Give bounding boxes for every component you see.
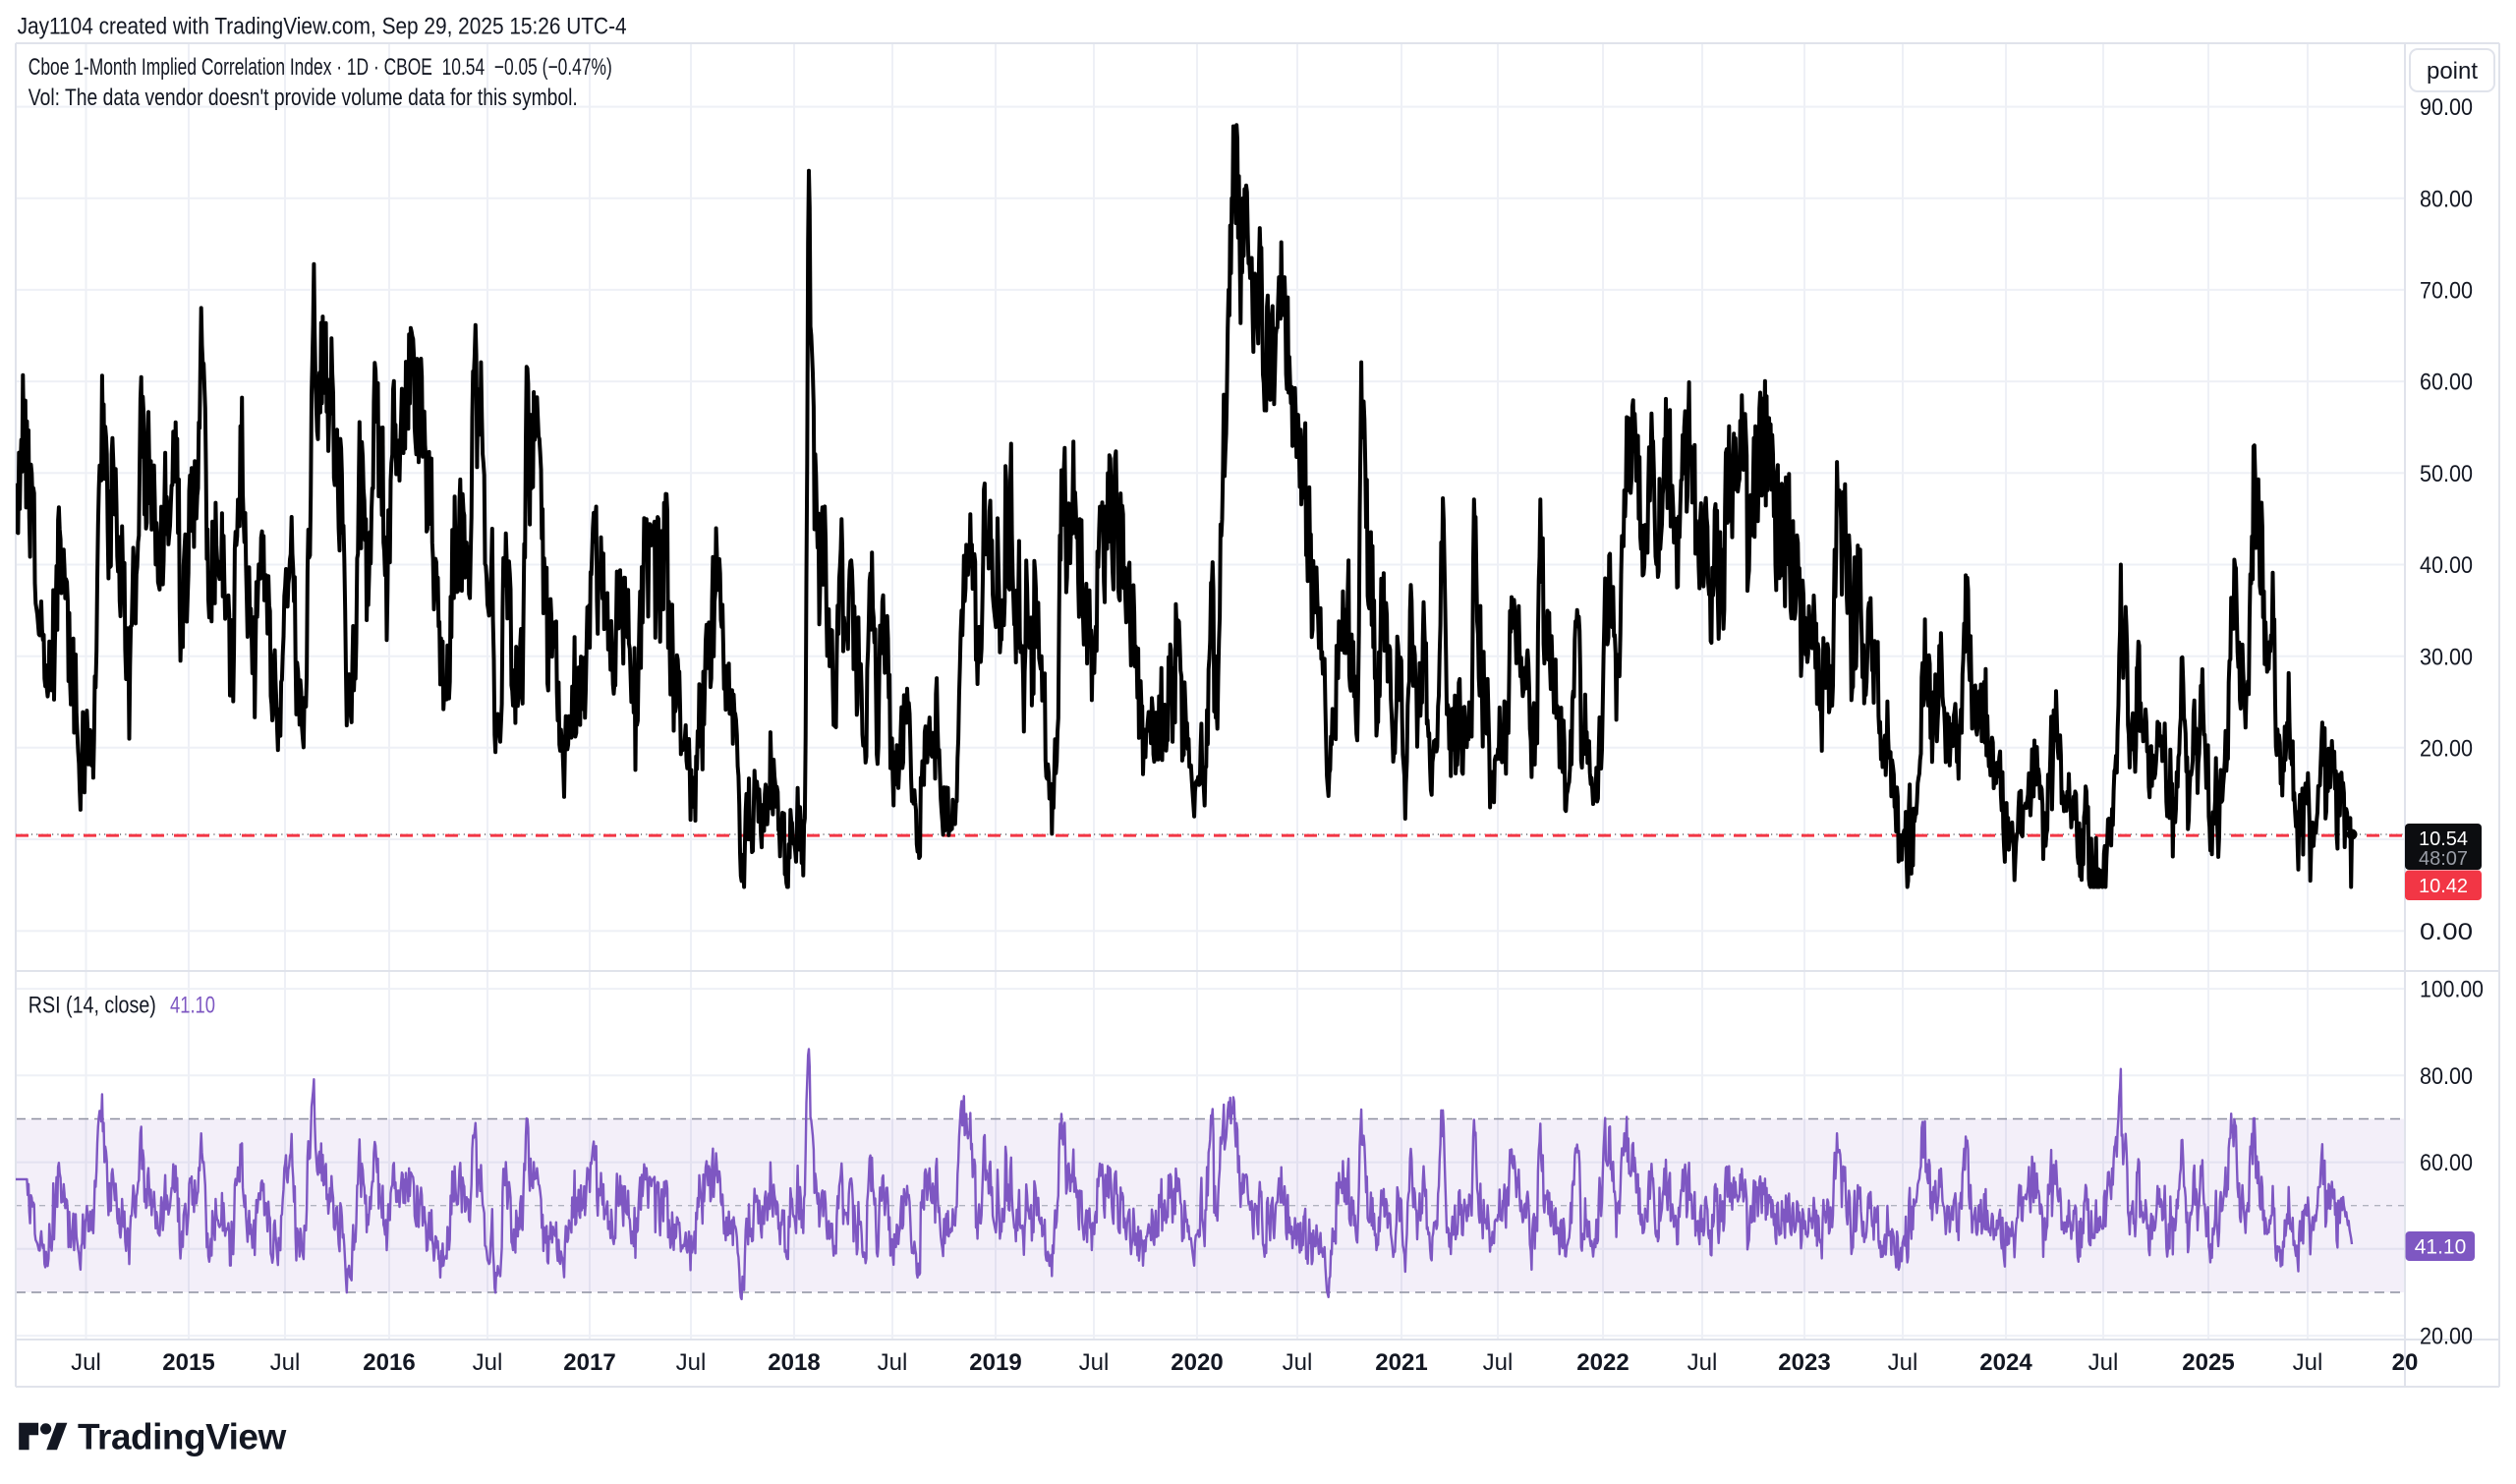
svg-text:Jul: Jul <box>473 1349 503 1376</box>
svg-text:2020: 2020 <box>1171 1349 1223 1376</box>
svg-text:Jul: Jul <box>1483 1349 1514 1376</box>
svg-text:2015: 2015 <box>162 1349 214 1376</box>
svg-text:2022: 2022 <box>1576 1349 1629 1376</box>
svg-text:TradingView: TradingView <box>78 1416 286 1456</box>
svg-text:2016: 2016 <box>363 1349 415 1376</box>
svg-text:2025: 2025 <box>2182 1349 2234 1376</box>
svg-text:41.10: 41.10 <box>2415 1236 2467 1259</box>
svg-text:60.00: 60.00 <box>2420 1150 2473 1176</box>
svg-text:48:07: 48:07 <box>2419 848 2468 870</box>
svg-text:0.00: 0.00 <box>2420 919 2473 945</box>
svg-text:Jul: Jul <box>1888 1349 1918 1376</box>
svg-text:2023: 2023 <box>1778 1349 1830 1376</box>
svg-text:2024: 2024 <box>1979 1349 2032 1376</box>
svg-text:70.00: 70.00 <box>2420 278 2473 305</box>
svg-text:90.00: 90.00 <box>2420 94 2473 121</box>
svg-text:40.00: 40.00 <box>2420 552 2473 579</box>
svg-text:Cboe 1-Month Implied Correlati: Cboe 1-Month Implied Correlation Index ·… <box>29 54 612 81</box>
svg-text:Jay1104 created with TradingVi: Jay1104 created with TradingView.com, Se… <box>18 13 627 39</box>
svg-text:point: point <box>2427 58 2478 85</box>
svg-text:2018: 2018 <box>768 1349 820 1376</box>
svg-text:80.00: 80.00 <box>2420 186 2473 212</box>
svg-text:Jul: Jul <box>1687 1349 1718 1376</box>
svg-text:RSI (14, close): RSI (14, close) <box>29 992 156 1018</box>
svg-text:Jul: Jul <box>878 1349 908 1376</box>
svg-text:41.10: 41.10 <box>170 992 215 1018</box>
svg-text:80.00: 80.00 <box>2420 1063 2473 1090</box>
svg-text:Jul: Jul <box>1283 1349 1313 1376</box>
svg-text:2021: 2021 <box>1375 1349 1427 1376</box>
svg-text:Jul: Jul <box>2293 1349 2323 1376</box>
svg-text:Jul: Jul <box>2088 1349 2119 1376</box>
svg-text:Vol: The data vendor doesn't p: Vol: The data vendor doesn't provide vol… <box>29 85 578 111</box>
svg-text:20: 20 <box>2392 1349 2419 1376</box>
svg-text:10.54: 10.54 <box>2419 828 2468 850</box>
svg-text:20.00: 20.00 <box>2420 735 2473 762</box>
svg-text:2019: 2019 <box>969 1349 1021 1376</box>
svg-text:30.00: 30.00 <box>2420 644 2473 670</box>
svg-text:50.00: 50.00 <box>2420 461 2473 487</box>
svg-text:Jul: Jul <box>270 1349 301 1376</box>
svg-text:20.00: 20.00 <box>2420 1324 2473 1350</box>
svg-text:2017: 2017 <box>563 1349 615 1376</box>
svg-text:60.00: 60.00 <box>2420 370 2473 396</box>
svg-text:Jul: Jul <box>1079 1349 1110 1376</box>
svg-text:100.00: 100.00 <box>2420 977 2484 1003</box>
svg-text:Jul: Jul <box>676 1349 707 1376</box>
svg-text:Jul: Jul <box>71 1349 101 1376</box>
svg-text:10.42: 10.42 <box>2419 876 2468 897</box>
